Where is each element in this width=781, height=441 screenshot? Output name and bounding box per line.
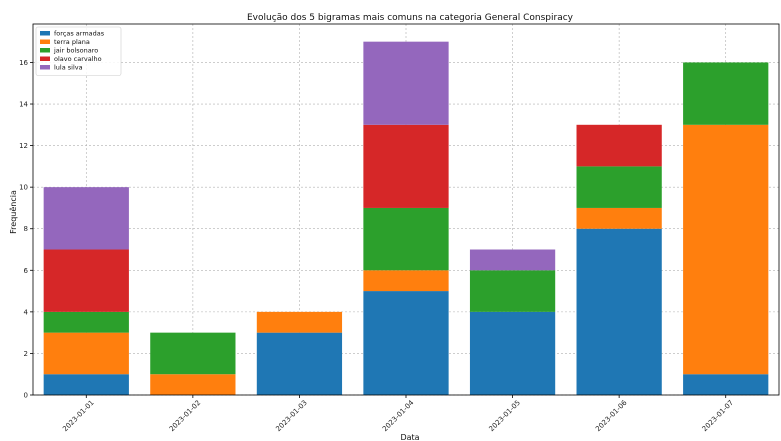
bar-segment bbox=[43, 187, 129, 250]
bar-segment bbox=[469, 270, 556, 312]
legend-swatch bbox=[40, 56, 50, 61]
bar-segment bbox=[683, 374, 769, 395]
bar-segment bbox=[363, 207, 449, 271]
bar-segment bbox=[469, 311, 556, 395]
bar-segment bbox=[43, 311, 129, 333]
bar-segment bbox=[576, 228, 662, 395]
bar-segment bbox=[576, 207, 662, 229]
y-tick-label: 16 bbox=[19, 59, 28, 67]
y-tick-label: 14 bbox=[19, 101, 28, 109]
y-tick-label: 0 bbox=[24, 392, 28, 400]
bar-segment bbox=[43, 249, 129, 312]
legend-label: terra plana bbox=[54, 38, 90, 46]
bar-segment bbox=[363, 270, 449, 292]
bar-segment bbox=[363, 124, 449, 208]
y-tick-label: 8 bbox=[24, 225, 28, 233]
bar-segment bbox=[363, 291, 449, 395]
bar-segment bbox=[363, 41, 449, 125]
bar-segment bbox=[256, 311, 343, 333]
legend-swatch bbox=[40, 48, 50, 53]
bars-layer bbox=[43, 41, 769, 395]
legend-label: forças armadas bbox=[54, 30, 105, 38]
bar-segment bbox=[576, 166, 662, 208]
bar-segment bbox=[576, 124, 662, 167]
y-tick-label: 4 bbox=[24, 308, 29, 316]
bar-segment bbox=[150, 374, 236, 395]
bar-segment bbox=[683, 124, 769, 375]
legend-box bbox=[35, 26, 122, 76]
chart-title: Evolução dos 5 bigramas mais comuns na c… bbox=[247, 13, 574, 23]
bar-segment bbox=[43, 374, 129, 395]
y-tick-label: 10 bbox=[19, 184, 28, 192]
y-tick-label: 6 bbox=[24, 267, 29, 275]
legend-label: olavo carvalho bbox=[54, 55, 102, 63]
x-axis-label: Data bbox=[400, 433, 419, 441]
y-tick-label: 2 bbox=[24, 350, 28, 358]
legend-swatch bbox=[40, 31, 50, 36]
legend-swatch bbox=[40, 65, 50, 70]
bar-segment bbox=[256, 332, 343, 395]
bar-segment bbox=[150, 332, 236, 375]
bar-segment bbox=[683, 62, 769, 125]
y-axis-label: Frequência bbox=[8, 190, 18, 234]
bar-segment bbox=[469, 249, 556, 271]
legend-label: jair bolsonaro bbox=[53, 47, 98, 55]
bar-segment bbox=[43, 332, 129, 375]
legend-label: lula silva bbox=[54, 64, 83, 72]
y-tick-label: 12 bbox=[19, 142, 28, 150]
legend-swatch bbox=[40, 39, 50, 44]
